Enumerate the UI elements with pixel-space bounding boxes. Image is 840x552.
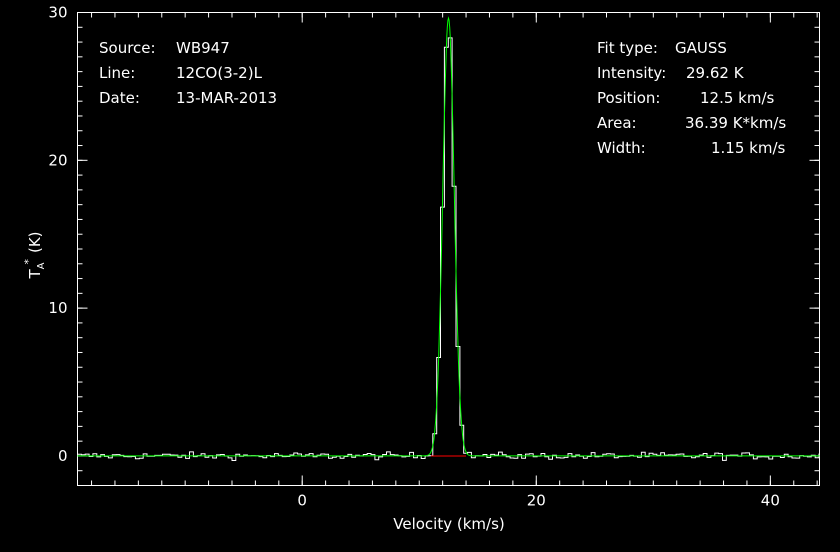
- y-tick-label: 0: [58, 447, 68, 465]
- y-label-unit: (K): [26, 231, 44, 253]
- x-tick-label: 0: [297, 492, 307, 510]
- y-tick-label: 30: [48, 4, 67, 22]
- x-axis-label: Velocity (km/s): [393, 515, 504, 533]
- info-source-key: Source:: [99, 39, 156, 57]
- info-width-key: Width:: [597, 139, 646, 157]
- y-label-main: T: [26, 269, 44, 280]
- info-position-key: Position:: [597, 89, 660, 107]
- info-position-value: 12.5 km/s: [700, 89, 775, 107]
- y-label-sup: *: [22, 259, 35, 265]
- svg-text:TA*(K): TA* (K): [22, 231, 47, 279]
- x-tick-label: 20: [527, 492, 546, 510]
- info-line-key: Line:: [99, 64, 135, 82]
- info-intensity-key: Intensity:: [597, 64, 666, 82]
- x-tick-label: 40: [761, 492, 780, 510]
- y-tick-label: 10: [48, 299, 67, 317]
- tick-labels: 0 20 40 0 10 20 30: [48, 4, 779, 510]
- info-area-key: Area:: [597, 114, 637, 132]
- info-right: Fit type: GAUSS Intensity: 29.62 K Posit…: [597, 39, 786, 157]
- info-left: Source: WB947 Line: 12CO(3-2)L Date: 13-…: [99, 39, 277, 107]
- info-date-key: Date:: [99, 89, 140, 107]
- y-axis-label: TA* (K): [22, 231, 47, 279]
- info-source-value: WB947: [176, 39, 230, 57]
- plot-frame: [77, 12, 820, 486]
- info-line-value: 12CO(3-2)L: [176, 64, 263, 82]
- spectrum-line: [77, 37, 820, 461]
- y-label-sub: A: [36, 262, 47, 269]
- info-area-value: 36.39 K*km/s: [685, 114, 786, 132]
- gaussian-fit-line: [77, 16, 820, 457]
- info-fit-type-key: Fit type:: [597, 39, 658, 57]
- axis-ticks: [77, 12, 820, 486]
- info-width-value: 1.15 km/s: [711, 139, 786, 157]
- info-date-value: 13-MAR-2013: [176, 89, 277, 107]
- info-fit-type-value: GAUSS: [675, 39, 727, 57]
- info-intensity-value: 29.62 K: [686, 64, 745, 82]
- y-tick-label: 20: [48, 151, 67, 169]
